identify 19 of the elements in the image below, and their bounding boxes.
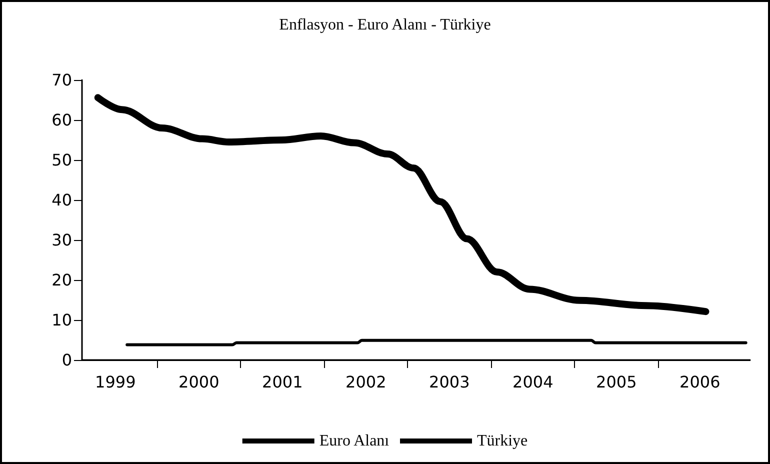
chart-title: Enflasyon - Euro Alanı - Türkiye <box>279 16 491 34</box>
x-tick-label: 1999 <box>95 372 136 392</box>
x-tick-label: 2006 <box>680 372 720 392</box>
y-tick-label: 10 <box>52 310 72 330</box>
x-tick-label: 2004 <box>512 372 554 392</box>
x-tick-label: 2000 <box>178 372 220 392</box>
legend-label: Euro Alanı <box>319 432 390 450</box>
x-tick-label: 2001 <box>262 372 303 392</box>
y-tick-label: 70 <box>52 70 72 90</box>
y-tick-label: 50 <box>52 150 72 170</box>
legend-label: Türkiye <box>477 432 528 450</box>
y-tick-label: 40 <box>52 190 72 210</box>
y-tick-label: 30 <box>52 230 72 250</box>
x-tick-label: 2005 <box>596 372 637 392</box>
y-tick-label: 20 <box>52 270 72 290</box>
x-tick-label: 2002 <box>346 372 386 392</box>
x-tick-label: 2003 <box>429 372 470 392</box>
y-tick-label: 0 <box>62 350 72 370</box>
y-tick-label: 60 <box>52 110 72 130</box>
